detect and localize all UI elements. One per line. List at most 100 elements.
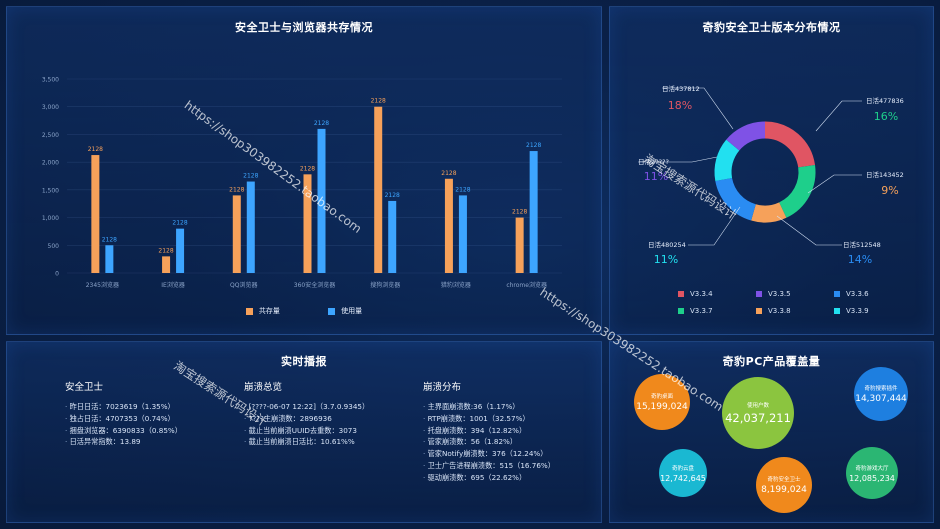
callout-label: 日活480254 [648, 240, 686, 249]
bar[interactable] [246, 181, 255, 273]
coexist-legend: 共存量 使用量 [7, 306, 601, 316]
bar[interactable] [105, 245, 114, 273]
callout-label: 日活2???? [638, 157, 669, 166]
legend-v337[interactable]: V3.3.7 [678, 307, 713, 315]
bubble-label: 使用户数 [746, 403, 769, 409]
bubble-game-hall[interactable]: 奇豹游戏大厅 12,085,234 [846, 447, 898, 499]
x-tick-label: 猎豹浏览器 [441, 281, 471, 289]
bar[interactable] [91, 155, 100, 273]
list-item: 主界面崩溃数:36（1.17%） [423, 401, 555, 413]
data-label: 2128 [441, 170, 456, 177]
bubble-label: 奇豹游戏大厅 [855, 465, 889, 472]
bar[interactable] [176, 228, 185, 273]
bar[interactable] [303, 174, 312, 273]
bubble-cloud-disk[interactable]: 奇豹云盘 12,742,645 [659, 449, 707, 497]
legend-label-coexist: 共存量 [258, 307, 280, 315]
legend-coexist[interactable]: 共存量 [245, 307, 282, 315]
version-panel: 奇豹安全卫士版本分布情况 日活437812 18% 日活477836 16% 日活143… [609, 6, 934, 335]
callout-line [807, 174, 862, 194]
crash-distribution-column: 崩溃分布 主界面崩溃数:36（1.17%） RTP崩溃数：1001（32.57%… [423, 379, 555, 484]
data-label: 2128 [88, 146, 103, 153]
callout-line [815, 100, 862, 132]
bar[interactable] [458, 195, 467, 273]
bubble-value: 8,199,024 [761, 485, 807, 495]
broadcast-title: 实时播报 [281, 355, 327, 368]
list-item: RTP崩溃数：1001（32.57%） [423, 413, 555, 425]
coverage-panel: 奇豹PC产品覆盖量 奇豹桌面 15,199,024 使用户数 42,037,21… [609, 341, 934, 523]
legend-label: V3.3.8 [768, 307, 791, 315]
coexist-title: 安全卫士与浏览器共存情况 [235, 21, 373, 34]
callout-percent: 11% [654, 253, 678, 266]
bar[interactable] [374, 106, 383, 273]
legend-label: V3.3.6 [846, 290, 869, 298]
bubble-search-plugin[interactable]: 奇豹搜索插件 14,307,444 [854, 367, 908, 421]
callout-percent: 9% [881, 184, 898, 197]
y-tick-label: 1,000 [42, 215, 59, 222]
list-item: 捆盘浏览器：6390833（0.85%） [65, 425, 182, 437]
data-label: 2128 [371, 98, 386, 105]
legend-v338[interactable]: V3.3.8 [756, 307, 791, 315]
legend-v335[interactable]: V3.3.5 [756, 290, 791, 298]
donut-slice[interactable] [726, 121, 766, 151]
legend-label: V3.3.4 [690, 290, 713, 298]
callout-label: 日活477836 [866, 96, 904, 105]
callout-percent: 14% [848, 253, 872, 266]
coverage-title: 奇豹PC产品覆盖量 [722, 355, 821, 368]
legend-label: V3.3.7 [690, 307, 713, 315]
bar[interactable] [388, 200, 397, 273]
bar[interactable] [162, 256, 171, 273]
bar[interactable] [444, 178, 453, 273]
legend-swatch [834, 291, 840, 297]
donut-slice[interactable] [715, 177, 757, 221]
bar[interactable] [232, 195, 241, 273]
legend-label: V3.3.5 [768, 290, 791, 298]
legend-swatch [756, 291, 762, 297]
x-tick-label: 2345浏览器 [86, 281, 119, 289]
callout-label: 日活512548 [843, 240, 881, 249]
list-item: 卫士广告进程崩溃数：515（16.76%） [423, 460, 555, 472]
legend-v336[interactable]: V3.3.6 [834, 290, 869, 298]
donut-slice[interactable] [778, 164, 816, 218]
bubble-security-guard[interactable]: 奇豹安全卫士 8,199,024 [756, 457, 812, 513]
donut-slice[interactable] [714, 139, 740, 181]
column-heading: 崩溃分布 [423, 382, 462, 393]
legend-v334[interactable]: V3.3.4 [678, 290, 713, 298]
callout-line [662, 87, 734, 130]
legend-swatch [834, 308, 840, 314]
bar[interactable] [317, 128, 326, 273]
x-tick-label: chrome浏览器 [506, 281, 547, 289]
x-tick-label: QQ浏览器 [230, 281, 257, 289]
legend-swatch [756, 308, 762, 314]
list-item: 管家崩溃数：56（1.82%） [423, 436, 555, 448]
data-label: 2128 [158, 247, 173, 254]
broadcast-panel: 实时播报 安全卫士 昨日日活：7023619（1.35%） 独占日活：47073… [6, 341, 602, 523]
list-item: 托盘崩溃数：394（12.82%） [423, 425, 555, 437]
callout-percent: 11% [644, 170, 668, 183]
bubble-total-users[interactable]: 使用户数 42,037,211 [722, 377, 794, 449]
bar[interactable] [515, 217, 524, 273]
list-item: 截止当前崩溃日活比：10.61%% [244, 436, 369, 448]
bubble-label: 奇豹搜索插件 [864, 386, 898, 392]
data-label: 2128 [512, 209, 527, 216]
callout-percent: 18% [668, 99, 692, 112]
donut-slice[interactable] [751, 202, 787, 223]
legend-v339[interactable]: V3.3.9 [834, 307, 869, 315]
data-label: 2128 [243, 173, 258, 180]
y-tick-label: 2,000 [42, 160, 59, 167]
bar[interactable] [529, 151, 538, 273]
bubble-value: 15,199,024 [636, 402, 688, 412]
legend-swatch [678, 308, 684, 314]
legend-usage[interactable]: 使用量 [328, 307, 362, 315]
list-item: 截止当前崩溃UUID去重数：3073 [244, 425, 369, 437]
bubble-desktop[interactable]: 奇豹桌面 15,199,024 [634, 374, 690, 430]
y-tick-label: 3,000 [42, 104, 59, 111]
version-title: 奇豹安全卫士版本分布情况 [702, 21, 841, 34]
donut-slice[interactable] [764, 121, 816, 168]
crash-overview-column: 崩溃总览 [????-06-07 12:22]（3.7.0.9345） ????… [244, 379, 369, 448]
legend-swatch-coexist [245, 307, 253, 315]
column-heading: 崩溃总览 [244, 382, 283, 393]
list-item: 日活异常指数：13.89 [65, 436, 182, 448]
bubble-value: 12,742,645 [660, 473, 706, 483]
callout-percent: 16% [874, 110, 898, 123]
data-label: 2128 [172, 220, 187, 227]
